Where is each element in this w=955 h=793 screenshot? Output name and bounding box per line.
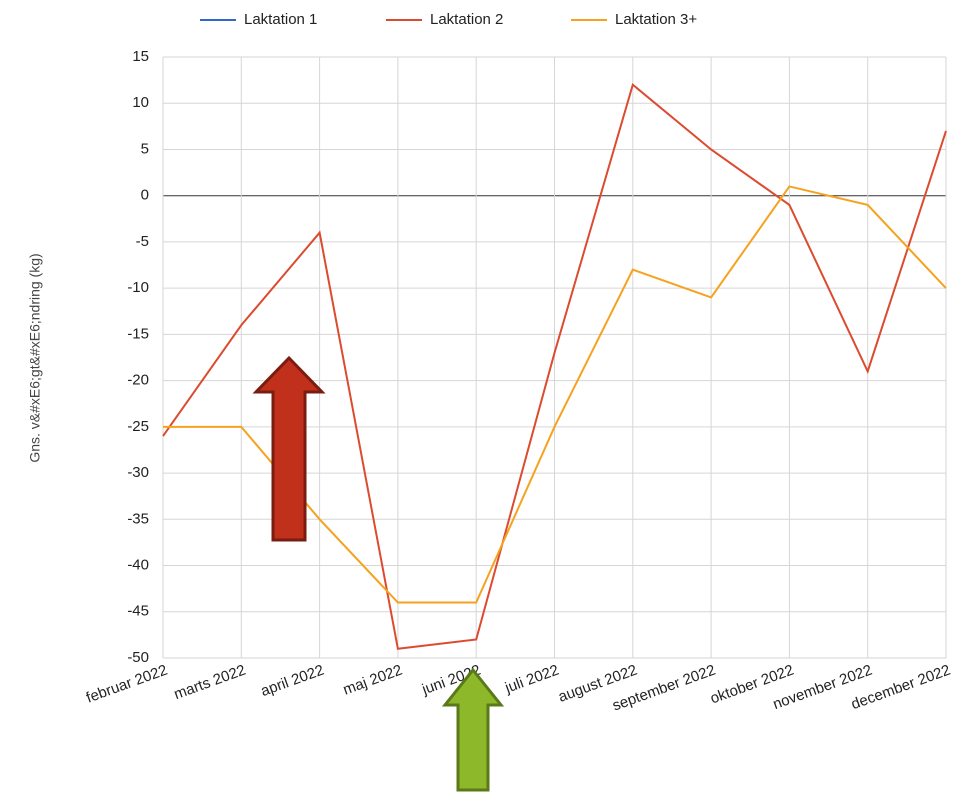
x-tick-label: maj 2022 (341, 662, 405, 699)
y-tick-label: 5 (141, 140, 149, 157)
legend-label: Laktation 2 (430, 11, 503, 28)
plot-area: -50-45-40-35-30-25-20-15-10-5051015febru… (84, 11, 953, 715)
y-tick-label: -40 (127, 557, 149, 574)
legend-label: Laktation 3+ (615, 11, 697, 28)
y-tick-label: 15 (132, 48, 149, 65)
red-arrow (252, 355, 326, 542)
y-tick-label: -35 (127, 510, 149, 527)
y-tick-label: -25 (127, 418, 149, 435)
y-tick-label: -5 (136, 233, 149, 250)
y-tick-label: 0 (141, 187, 149, 204)
x-tick-label: marts 2022 (172, 662, 248, 704)
y-tick-label: -20 (127, 372, 149, 389)
legend-label: Laktation 1 (244, 11, 317, 28)
green-arrow (441, 667, 505, 792)
x-tick-label: februar 2022 (84, 662, 170, 707)
y-tick-label: 10 (132, 94, 149, 111)
x-tick-label: april 2022 (259, 662, 327, 701)
y-tick-label: -15 (127, 325, 149, 342)
y-axis-label: Gns. v&#xE6;gt&#xE6;ndring (kg) (27, 253, 43, 462)
x-tick-label: juli 2022 (502, 662, 561, 697)
y-tick-label: -10 (127, 279, 149, 296)
y-tick-label: -30 (127, 464, 149, 481)
series-line (162, 82, 947, 650)
y-tick-label: -50 (127, 649, 149, 666)
y-tick-label: -45 (127, 603, 149, 620)
